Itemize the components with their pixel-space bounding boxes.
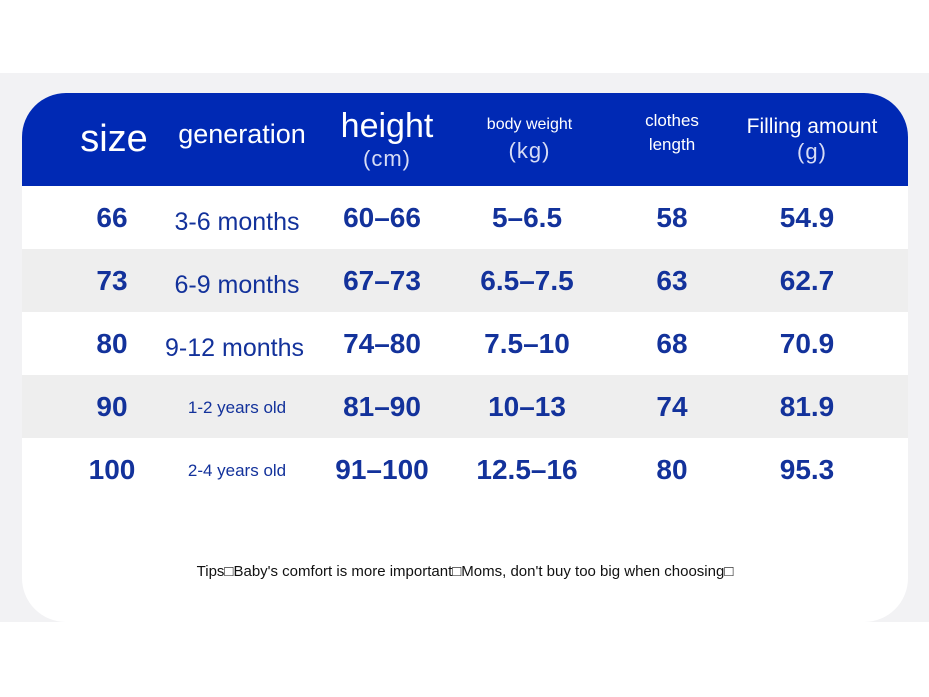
table-row: 100 2-4 years old 91–100 12.5–16 80 95.3: [22, 438, 908, 501]
header-body-weight-unit: (kg): [508, 138, 551, 164]
header-body-weight-label: body weight: [486, 115, 573, 133]
generation-cell: 3-6 months: [174, 208, 300, 236]
table-row: 90 1-2 years old 81–90 10–13 74 81.9: [22, 375, 908, 438]
size-cell: 73: [96, 264, 128, 296]
generation-cell: 9-12 months: [165, 334, 304, 362]
header-height: height (cm): [322, 93, 452, 186]
header-filling-label: Filling amount: [746, 114, 878, 138]
weight-cell: 10–13: [488, 390, 566, 422]
header-clothes-length: clothes length: [617, 93, 727, 186]
header-size-label: size: [80, 117, 148, 160]
filling-cell: 54.9: [779, 201, 835, 233]
size-cell: 100: [88, 453, 136, 485]
height-cell: 91–100: [335, 453, 429, 485]
size-cell: 66: [96, 201, 128, 233]
generation-cell: 2-4 years old: [187, 460, 287, 480]
length-cell: 74: [656, 390, 688, 422]
filling-cell: 62.7: [779, 264, 835, 296]
header-generation: generation: [172, 93, 312, 186]
size-chart-card: size generation height (cm) body weight …: [22, 93, 908, 622]
weight-cell: 12.5–16: [476, 453, 578, 485]
table-row: 73 6-9 months 67–73 6.5–7.5 63 62.7: [22, 249, 908, 312]
weight-cell: 6.5–7.5: [480, 264, 574, 296]
header-height-label: height: [340, 107, 434, 146]
header-clothes-length-line1: clothes: [645, 110, 699, 130]
table-header: size generation height (cm) body weight …: [22, 93, 908, 186]
weight-cell: 5–6.5: [491, 201, 563, 233]
length-cell: 63: [656, 264, 688, 296]
header-size: size: [72, 93, 156, 186]
length-cell: 80: [656, 453, 688, 485]
height-cell: 60–66: [343, 201, 421, 233]
weight-cell: 7.5–10: [484, 327, 570, 359]
filling-cell: 95.3: [779, 453, 835, 485]
height-cell: 67–73: [343, 264, 421, 296]
height-cell: 81–90: [343, 390, 421, 422]
size-cell: 80: [96, 327, 128, 359]
filling-cell: 70.9: [779, 327, 835, 359]
header-clothes-length-line2: length: [648, 134, 696, 154]
tips-note: Tips□Baby's comfort is more important□Mo…: [196, 563, 734, 580]
size-cell: 90: [96, 390, 128, 422]
header-body-weight: body weight (kg): [462, 93, 597, 186]
filling-cell: 81.9: [779, 390, 835, 422]
table-row: 80 9-12 months 74–80 7.5–10 68 70.9: [22, 312, 908, 375]
header-generation-label: generation: [178, 118, 306, 149]
table-body: 66 3-6 months 60–66 5–6.5 58 54.9 73 6-9…: [22, 186, 908, 501]
generation-cell: 1-2 years old: [187, 397, 287, 417]
length-cell: 68: [656, 327, 688, 359]
header-filling-unit: (g): [797, 138, 827, 164]
table-row: 66 3-6 months 60–66 5–6.5 58 54.9: [22, 186, 908, 249]
header-filling-amount: Filling amount (g): [737, 93, 887, 186]
generation-cell: 6-9 months: [174, 271, 300, 299]
height-cell: 74–80: [343, 327, 421, 359]
length-cell: 58: [656, 201, 688, 233]
header-height-unit: (cm): [363, 146, 411, 172]
